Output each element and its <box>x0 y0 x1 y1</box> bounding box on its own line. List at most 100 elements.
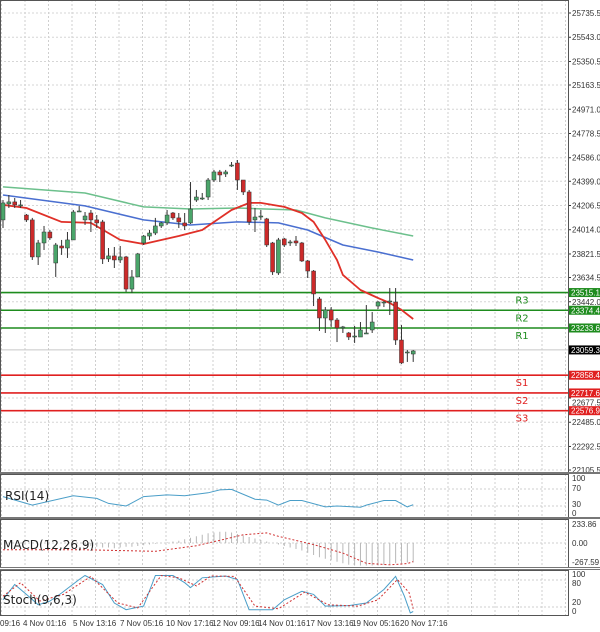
candle-bullish <box>188 208 193 224</box>
candle-bullish <box>71 211 76 241</box>
candle-bullish <box>358 329 363 338</box>
candle-bearish <box>241 179 246 193</box>
candle-bearish <box>235 162 240 181</box>
candle-bullish <box>323 309 328 319</box>
time-tick-label: 12 Nov 09:16 <box>212 619 260 628</box>
candle-bullish <box>252 216 258 221</box>
rsi-tick-label: 70 <box>572 484 581 493</box>
time-tick-label: 4 Nov 01:16 <box>23 619 67 628</box>
candle-bullish <box>147 232 152 237</box>
time-tick-label: 7 Nov 05:16 <box>120 619 164 628</box>
price-tick-label: 23634.5 <box>572 274 600 283</box>
rsi-title: RSI(14) <box>5 489 49 503</box>
stoch-tick-label: 20 <box>572 598 581 607</box>
level-price-tag <box>569 305 600 315</box>
candle-bullish <box>129 276 135 290</box>
level-price-tag <box>569 388 600 398</box>
candle-bearish <box>328 309 334 321</box>
price-tick-label: 25735.5 <box>572 9 600 18</box>
candle-bearish <box>393 301 398 341</box>
time-tick-label: 17 Nov 13:16 <box>306 619 354 628</box>
time-tick-label: 09:16 <box>0 619 21 628</box>
candle-bullish <box>199 197 205 200</box>
candle-bullish <box>6 201 12 205</box>
candle-bullish <box>0 202 6 221</box>
time-tick-label: 5 Nov 13:16 <box>73 619 117 628</box>
candle-bearish <box>317 298 322 319</box>
price-tick-label: 24778.5 <box>572 129 600 138</box>
candle-bearish <box>59 245 64 249</box>
candle-bearish <box>217 171 223 176</box>
support-resistance-levels: R3 R2 R1 S1 S2 S3 <box>0 291 568 425</box>
rsi-tick-label: 30 <box>572 500 581 509</box>
price-tick-label: 24586.0 <box>572 154 600 163</box>
candle-bearish <box>311 270 316 295</box>
candles <box>0 159 416 364</box>
candle-bearish <box>30 219 35 258</box>
candle-bullish <box>194 196 199 201</box>
stoch-signal-line <box>2 574 414 610</box>
price-axis: 25735.5 25543.0 25350.5 25163.5 24971.0 24778… <box>568 9 600 475</box>
candle-bullish <box>41 231 47 244</box>
level-label-r1: R1 <box>515 331 528 342</box>
price-tick-label: 23442.0 <box>572 298 600 307</box>
candle-bullish <box>65 239 70 249</box>
price-tick-label: 24206.5 <box>572 202 600 211</box>
macd-tick-label: 233.86 <box>572 520 597 529</box>
candle-bullish <box>53 244 58 264</box>
level-price-tag <box>569 323 600 333</box>
candle-bullish <box>164 214 170 224</box>
candle-bullish <box>287 241 293 244</box>
level-label-s1: S1 <box>516 378 529 389</box>
candle-bullish <box>340 326 346 329</box>
candle-bearish <box>305 260 310 272</box>
stoch-tick-label: 100 <box>572 570 586 579</box>
time-tick-label: 20 Nov 17:16 <box>400 619 448 628</box>
stoch-tick-label: 80 <box>572 579 581 588</box>
level-price-label: 23233.6 <box>571 324 600 333</box>
time-axis: 09:16 4 Nov 01:16 5 Nov 13:16 7 Nov 05:16 10… <box>0 619 448 628</box>
candle-bearish <box>176 217 182 223</box>
macd-signal-line <box>3 532 414 566</box>
macd-title: MACD(12,26,9) <box>3 538 94 552</box>
panel-border <box>0 474 569 518</box>
candle-bearish <box>270 242 275 273</box>
moving-averages <box>2 186 414 320</box>
level-price-label: 23374.4 <box>571 306 600 315</box>
level-price-label: 23515.1 <box>571 289 600 298</box>
candle-bullish <box>223 171 228 175</box>
candle-bearish <box>264 218 269 246</box>
level-price-label: 22576.9 <box>571 407 600 416</box>
level-price-label: 22858.4 <box>571 371 600 380</box>
price-tick-label: 24971.0 <box>572 105 600 114</box>
candle-bullish <box>35 242 41 258</box>
candle-bearish <box>47 231 53 239</box>
macd-tick-label: 0.00 <box>572 539 588 548</box>
level-label-s3: S3 <box>516 414 529 425</box>
candle-bullish <box>258 215 264 218</box>
stoch-tick-label: 0 <box>572 607 577 616</box>
rsi-tick-label: 100 <box>572 474 586 483</box>
candle-bullish <box>229 164 234 167</box>
candle-bullish <box>387 300 393 303</box>
panel-border <box>0 0 569 473</box>
candle-bullish <box>158 222 164 227</box>
price-tick-label: 22105.5 <box>572 466 600 475</box>
candle-bearish <box>293 240 299 244</box>
candle-bullish <box>211 171 217 181</box>
moving-average-fast <box>2 202 414 320</box>
stoch-title: Stoch(9,6,3) <box>3 593 77 607</box>
price-tick-label: 22677.5 <box>572 399 600 408</box>
time-tick-label: 14 Nov 01:16 <box>258 619 306 628</box>
panel-border <box>0 570 569 616</box>
candle-bearish <box>170 212 176 219</box>
candle-bearish <box>94 219 100 224</box>
candle-bullish <box>276 239 281 274</box>
candle-bullish <box>405 351 410 354</box>
candle-bearish <box>346 332 351 338</box>
candle-bullish <box>141 235 146 244</box>
candle-bullish <box>106 255 111 260</box>
